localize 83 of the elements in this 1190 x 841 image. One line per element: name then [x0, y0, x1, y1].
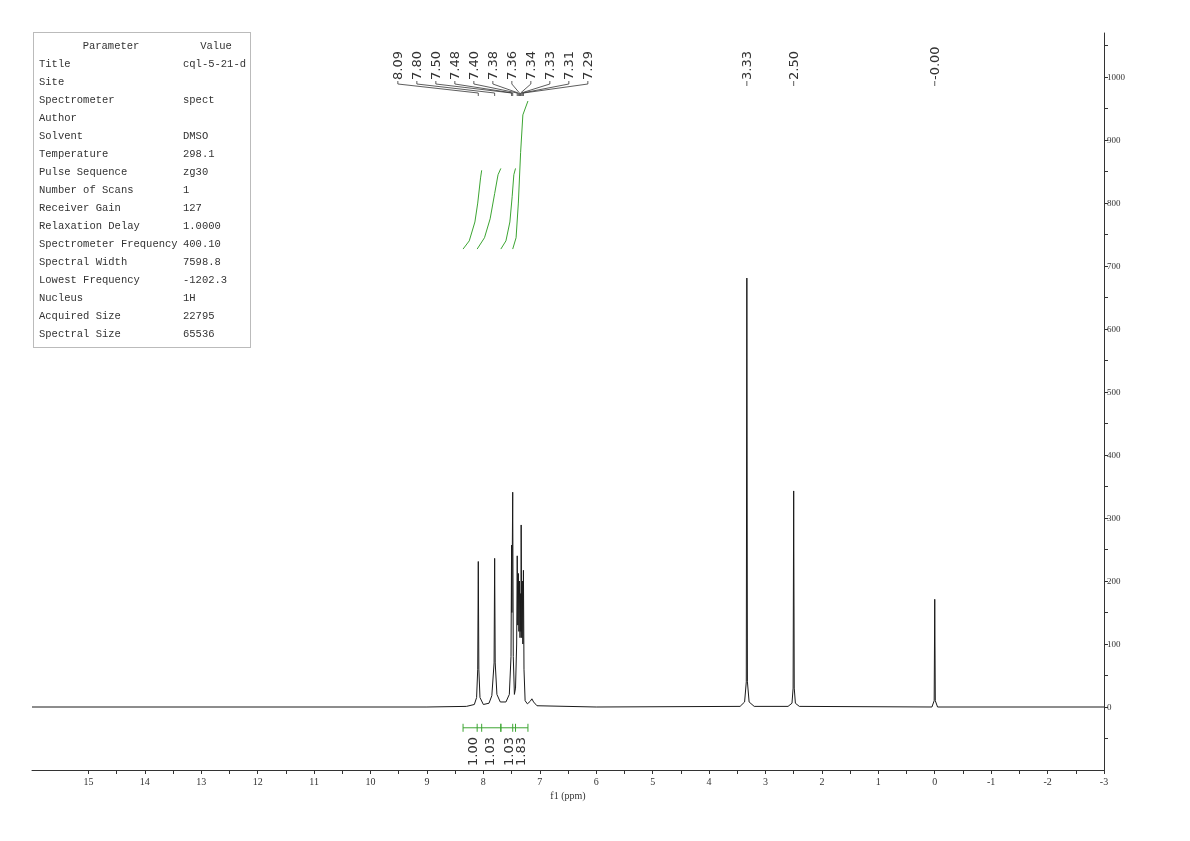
annotation: Number of Scans: [38, 183, 135, 198]
x-tick-label: 4: [706, 775, 712, 787]
x-tick-label: 15: [83, 775, 94, 787]
annotation: Spectral Size: [38, 327, 122, 342]
annotation: 22795: [183, 309, 216, 324]
x-tick-label: 1: [875, 775, 881, 787]
annotation: zg30: [183, 165, 210, 180]
x-tick-label: 5: [650, 775, 656, 787]
x-tick-label: -3: [1099, 775, 1109, 787]
annotation: 7.48: [447, 51, 463, 80]
annotation: Relaxation Delay: [38, 219, 141, 234]
annotation: 7.31: [561, 51, 577, 80]
x-axis-title: f1 (ppm): [550, 790, 586, 803]
annotation: 1.0000: [183, 219, 222, 234]
annotation: 127: [183, 201, 203, 216]
annotation: Author: [38, 111, 78, 126]
annotation: 7.38: [485, 51, 501, 80]
x-tick-label: 11: [309, 775, 319, 787]
annotation: 7.34: [523, 51, 539, 80]
annotation: Pulse Sequence: [38, 165, 129, 180]
x-tick-label: 12: [252, 775, 263, 787]
annotation: Title: [38, 57, 72, 72]
annotation: 8.09: [390, 51, 406, 80]
y-tick-label: 900: [1107, 135, 1121, 146]
x-tick-label: 3: [762, 775, 768, 787]
y-tick-label: 400: [1107, 450, 1121, 461]
annotation: Value: [199, 39, 233, 54]
y-tick-label: 100: [1107, 639, 1121, 650]
annotation: cql-5-21-d: [183, 57, 247, 72]
annotation: 1.03: [481, 737, 497, 766]
annotation: Nucleus: [38, 291, 85, 306]
annotation: Spectrometer Frequency: [38, 237, 179, 252]
annotation: -0.00: [927, 46, 943, 80]
annotation: Acquired Size: [38, 309, 122, 324]
annotation: 1H: [183, 291, 197, 306]
y-tick-label: 700: [1107, 261, 1121, 272]
annotation: 3.33: [739, 51, 755, 80]
x-tick-label: 2: [819, 775, 825, 787]
y-tick-label: 300: [1107, 513, 1121, 524]
annotation: 7.50: [428, 51, 444, 80]
y-tick-label: 200: [1107, 576, 1121, 587]
x-tick-label: 7: [537, 775, 543, 787]
line-series: [500, 167, 517, 250]
annotation: 7.40: [466, 51, 482, 80]
annotation: 65536: [183, 327, 216, 342]
y-tick-label: 800: [1107, 198, 1121, 209]
annotation: 7.36: [504, 51, 520, 80]
x-tick-label: 14: [139, 775, 150, 787]
y-tick-label: 500: [1107, 387, 1121, 398]
line-series: [31, 277, 1105, 708]
annotation: 7598.8: [183, 255, 222, 270]
annotation: 2.50: [786, 51, 802, 80]
annotation: 1.00: [464, 737, 480, 766]
x-tick-label: 13: [196, 775, 207, 787]
annotation: 298.1: [183, 147, 216, 162]
annotation: Lowest Frequency: [38, 273, 141, 288]
annotation: -1202.3: [183, 273, 229, 288]
annotation: Site: [38, 75, 66, 90]
line-series: [476, 167, 502, 250]
y-tick-label: 1000: [1107, 72, 1126, 83]
x-tick-label: 10: [365, 775, 376, 787]
annotation: 400.10: [183, 237, 222, 252]
annotation: Solvent: [38, 129, 85, 144]
x-tick-label: 9: [424, 775, 430, 787]
annotation: Spectrometer: [38, 93, 116, 108]
annotation: Temperature: [38, 147, 110, 162]
annotation: Spectral Width: [38, 255, 129, 270]
x-tick-label: -2: [1043, 775, 1052, 787]
x-tick-label: 6: [593, 775, 599, 787]
annotation: DMSO: [183, 129, 210, 144]
line-series: [512, 100, 529, 250]
annotation: Receiver Gain: [38, 201, 122, 216]
annotation: 7.80: [409, 51, 425, 80]
x-tick-label: 0: [932, 775, 938, 787]
line-series: [462, 169, 483, 250]
x-tick-label: -1: [986, 775, 996, 787]
y-tick-label: 600: [1107, 324, 1121, 335]
annotation: Parameter: [81, 39, 141, 54]
annotation: spect: [183, 93, 216, 108]
annotation: 7.29: [580, 51, 596, 80]
annotation: 1: [183, 183, 191, 198]
x-tick-label: 8: [480, 775, 486, 787]
annotation: 7.33: [542, 51, 558, 80]
